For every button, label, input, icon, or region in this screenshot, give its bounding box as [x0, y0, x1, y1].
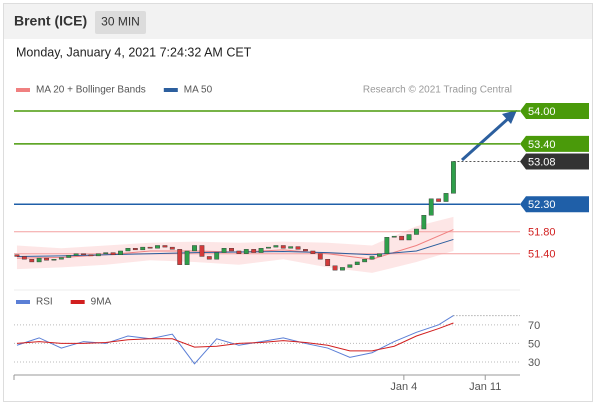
candle: [140, 246, 146, 251]
candle: [221, 248, 227, 253]
level-label: 52.30: [528, 199, 556, 211]
bollinger-band: [16, 216, 454, 273]
candle: [110, 252, 116, 256]
candle: [184, 250, 190, 265]
candle: [229, 248, 234, 252]
series-line: [16, 315, 454, 365]
date: Monday, January 4, 2021 7:24:32 AM CET: [16, 45, 252, 59]
candle: [399, 235, 405, 241]
candle: [414, 228, 419, 235]
level-box: [520, 196, 589, 213]
candle: [73, 253, 79, 256]
candle: [377, 253, 382, 257]
x-tick-label: Jan 11: [469, 381, 501, 393]
title: Brent (ICE): [14, 13, 87, 29]
candle: [236, 250, 242, 254]
candle: [266, 246, 271, 249]
candle: [243, 249, 249, 254]
candle: [199, 245, 205, 257]
candle: [332, 265, 338, 271]
frame: [3, 3, 593, 402]
candle: [369, 256, 375, 260]
candle: [340, 267, 345, 271]
candle: [118, 250, 123, 256]
interval-badge: [95, 11, 146, 34]
legend-label: 9MA: [91, 297, 112, 308]
candle: [169, 246, 175, 250]
candle: [155, 245, 160, 249]
candle: [325, 258, 331, 266]
candle: [192, 245, 197, 252]
candle: [14, 254, 20, 257]
candle: [251, 249, 257, 253]
level-label: 51.80: [528, 227, 556, 239]
candle: [303, 249, 308, 252]
legend-swatch: [16, 300, 30, 304]
level-label: 53.08: [528, 156, 556, 168]
candle: [125, 248, 131, 252]
candle: [258, 248, 264, 253]
candle: [443, 193, 449, 202]
candle: [214, 252, 220, 260]
y-tick-label: 50: [528, 338, 540, 350]
candle: [451, 161, 456, 194]
legend-swatch: [16, 88, 30, 92]
candle: [21, 256, 27, 260]
level-box: [520, 135, 589, 152]
header-bar: [4, 4, 592, 39]
candle: [103, 252, 109, 254]
candle: [354, 261, 360, 265]
candle: [206, 256, 212, 260]
candle: [391, 235, 397, 238]
legend-label: RSI: [36, 297, 53, 308]
candle: [66, 255, 72, 258]
candle: [132, 248, 138, 251]
y-tick-label: 70: [528, 320, 540, 332]
candle: [81, 253, 86, 256]
y-tick-label: 30: [528, 357, 540, 369]
level-label: 54.00: [528, 106, 556, 118]
legend-swatch: [70, 300, 85, 304]
level-box: [520, 102, 589, 119]
candle: [162, 245, 168, 248]
source: Research © 2021 Trading Central: [363, 85, 512, 96]
candle: [317, 253, 323, 260]
candle: [310, 250, 316, 254]
candle: [436, 198, 442, 202]
candle: [280, 245, 286, 249]
candle: [147, 246, 153, 249]
arrow-head: [502, 110, 517, 124]
candle: [95, 253, 101, 257]
level-box: [520, 153, 589, 170]
x-tick-label: Jan 4: [390, 381, 417, 393]
candle: [88, 254, 94, 257]
legend-swatch: [163, 88, 178, 92]
interval: 30 MIN: [101, 15, 140, 29]
candle: [36, 257, 42, 263]
candle: [421, 215, 427, 230]
candle: [44, 257, 49, 261]
level-label: 53.40: [528, 139, 556, 151]
candle: [288, 246, 294, 249]
candle: [295, 246, 301, 250]
candle: [347, 264, 353, 268]
candle: [384, 237, 390, 254]
level-label: 51.40: [528, 249, 556, 261]
series-line: [16, 322, 454, 352]
candle: [406, 234, 412, 241]
legend-label: MA 20 + Bollinger Bands: [36, 85, 146, 96]
candle: [177, 249, 183, 265]
candle: [362, 258, 368, 263]
candle: [51, 258, 57, 261]
candle: [58, 257, 64, 260]
candle: [273, 245, 279, 248]
arrow: [460, 115, 512, 162]
candle: [428, 198, 434, 216]
legend-label: MA 50: [184, 85, 213, 96]
candle: [29, 258, 35, 263]
